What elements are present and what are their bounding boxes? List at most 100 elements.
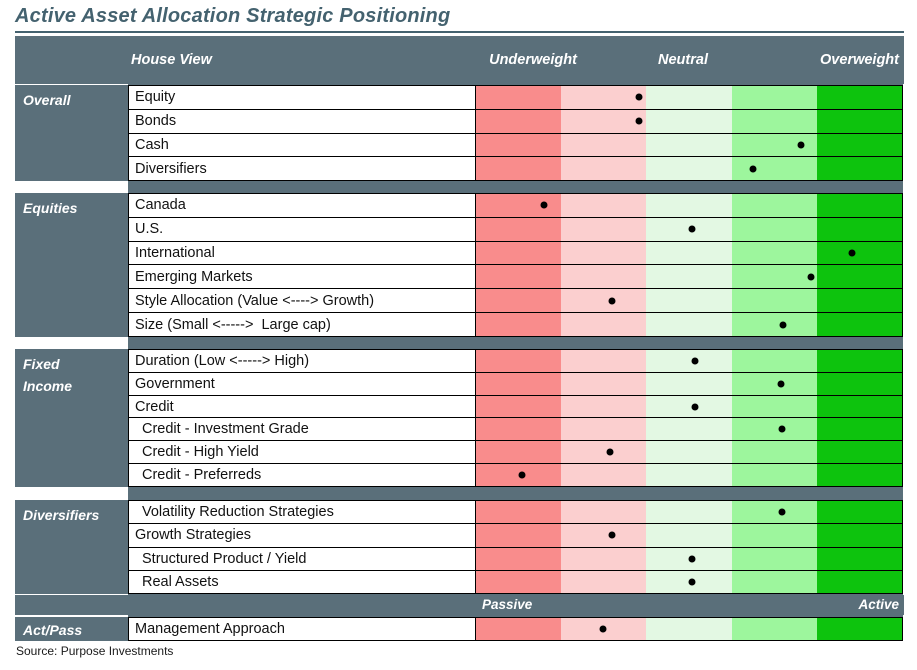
title-underline [15,31,904,33]
row-label: Diversifiers [129,157,476,180]
band-strong-underweight [476,418,562,441]
band-strong-overweight [816,372,903,395]
position-dot [848,249,856,257]
band-light-overweight [731,289,817,313]
band-strong-underweight [476,157,562,180]
table-row-equity: Equity [129,86,903,110]
category-line: Overall [23,92,71,108]
position-dot [691,403,699,411]
band-strong-underweight [476,133,562,157]
band-light-overweight [731,570,817,593]
band-light-underweight [561,133,647,157]
row-label: Canada [129,194,476,217]
section-rows: Duration (Low <-----> High) Government Cre… [128,349,903,487]
band-strong-underweight [476,109,562,133]
band-light-overweight [731,241,817,265]
source-note: Source: Purpose Investments [16,644,174,658]
band-light-underweight [561,86,647,109]
band-light-overweight [731,441,817,464]
band-strong-underweight [476,194,562,217]
band-neutral [646,464,732,486]
row-label: Emerging Markets [129,265,476,289]
section-overall: Overall Equity Bonds Cash Diversifiers [15,85,904,181]
row-label: Duration (Low <-----> High) [129,350,476,372]
position-dot [688,578,696,586]
header-neutral: Neutral [658,52,708,68]
band-strong-overweight [816,86,903,109]
band-light-underweight [561,265,647,289]
band-light-overweight [731,464,817,486]
position-dot [608,297,616,305]
band-light-underweight [561,501,647,524]
header-underweight: Underweight [489,52,577,68]
passive-active-bar: Passive Active [15,595,904,615]
positioning-scale [476,265,903,289]
position-dot [797,141,805,149]
header-house-view: House View [131,52,212,68]
positioning-scale [476,86,903,109]
positioning-scale [476,289,903,313]
band-neutral [646,289,732,313]
band-strong-underweight [476,570,562,593]
band-strong-overweight [816,109,903,133]
positioning-scale [476,395,903,418]
category-label-fixed-income: Fixed Income [15,349,128,487]
band-strong-overweight [816,241,903,265]
band-strong-underweight [476,547,562,570]
band-neutral [646,194,732,217]
band-strong-overweight [816,194,903,217]
band-neutral [646,524,732,547]
band-strong-overweight [816,618,903,640]
passive-label: Passive [482,597,533,612]
band-strong-underweight [476,313,562,336]
row-label: Size (Small <-----> Large cap) [129,313,476,336]
band-strong-underweight [476,265,562,289]
category-line: Income [23,378,73,394]
band-neutral [646,133,732,157]
table-row-growth-strategies: Growth Strategies [129,524,903,548]
row-label: Growth Strategies [129,524,476,547]
band-light-underweight [561,441,647,464]
band-strong-underweight [476,618,562,640]
allocation-table: House View Underweight Neutral Overweigh… [15,36,904,641]
band-light-underweight [561,464,647,486]
category-line: Diversifiers [23,507,100,523]
table-row-duration-low-high: Duration (Low <-----> High) [129,350,903,373]
positioning-scale [476,350,903,372]
band-strong-overweight [816,524,903,547]
band-strong-overweight [816,395,903,418]
band-light-overweight [731,547,817,570]
page-title: Active Asset Allocation Strategic Positi… [15,5,451,27]
table-row-bonds: Bonds [129,109,903,134]
positioning-scale [476,618,903,640]
band-strong-underweight [476,350,562,372]
band-light-overweight [731,86,817,109]
band-strong-overweight [816,289,903,313]
band-light-underweight [561,372,647,395]
band-light-overweight [731,133,817,157]
band-strong-overweight [816,265,903,289]
band-neutral [646,350,732,372]
category-label-diversifiers: Diversifiers [15,500,128,594]
band-light-underweight [561,194,647,217]
band-strong-underweight [476,86,562,109]
position-dot [599,625,607,633]
positioning-scale [476,464,903,486]
band-strong-underweight [476,217,562,241]
positioning-scale [476,109,903,133]
band-light-overweight [731,313,817,336]
band-neutral [646,372,732,395]
band-light-overweight [731,109,817,133]
table-row-international: International [129,241,903,266]
row-label: Structured Product / Yield [129,547,476,570]
positioning-scale [476,217,903,241]
band-strong-overweight [816,217,903,241]
row-label: Style Allocation (Value <----> Growth) [129,289,476,313]
band-neutral [646,157,732,180]
band-strong-overweight [816,350,903,372]
position-dot [691,357,699,365]
table-row-style-allocation-value-growth: Style Allocation (Value <----> Growth) [129,289,903,314]
position-dot [807,273,815,281]
position-dot [778,425,786,433]
positioning-scale [476,157,903,180]
